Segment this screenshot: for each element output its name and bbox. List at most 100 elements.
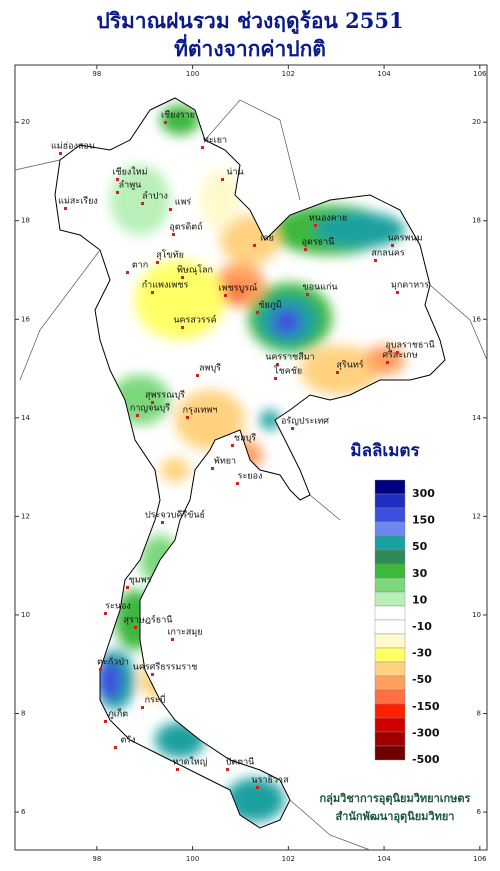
station-dot bbox=[224, 294, 227, 297]
province-label: นครสวรรค์ bbox=[173, 314, 216, 326]
neighbor-borders bbox=[14, 99, 488, 851]
province-label: ชัยภูมิ bbox=[258, 300, 281, 311]
title-line: ปริมาณฝนรวม ช่วงฤดูร้อน 2551 bbox=[96, 8, 403, 35]
station-dot bbox=[291, 427, 294, 430]
station-dot bbox=[201, 146, 204, 149]
station-dot bbox=[236, 482, 239, 485]
legend-title: มิลลิเมตร bbox=[350, 441, 420, 461]
province-label: นครศรีธรรมราช bbox=[133, 662, 198, 673]
x-tick-label: 102 bbox=[282, 855, 295, 863]
station-dot bbox=[116, 191, 119, 194]
station-dot bbox=[151, 673, 154, 676]
province-label: สุพรรณบุรี bbox=[145, 390, 185, 401]
province-label: สุราษฎร์ธานี bbox=[124, 614, 173, 626]
station-dot bbox=[196, 374, 199, 377]
province-label: แพร่ bbox=[175, 198, 192, 208]
legend-swatch bbox=[374, 535, 406, 551]
x-tick-label: 106 bbox=[473, 855, 487, 863]
station-dot bbox=[211, 467, 214, 470]
x-tick-label: 98 bbox=[92, 70, 101, 78]
province-label: ปัตตานี bbox=[226, 757, 255, 768]
province-label: เพชรบูรณ์ bbox=[219, 282, 258, 294]
province-label: เกาะสมุย bbox=[167, 628, 202, 638]
province-label: แม่ฮ่องสอน bbox=[51, 142, 95, 152]
y-tick-label: 16 bbox=[21, 315, 30, 323]
province-label: เชียงราย bbox=[161, 110, 195, 121]
station-dot bbox=[172, 233, 175, 236]
station-dot bbox=[126, 271, 129, 274]
station-dot bbox=[274, 377, 277, 380]
station-dot bbox=[104, 720, 107, 723]
province-label: ระยอง bbox=[238, 472, 263, 482]
province-label: ชุมพร bbox=[129, 576, 152, 586]
x-tick-label: 100 bbox=[186, 855, 199, 863]
y-tick-label: 14 bbox=[472, 414, 481, 422]
province-label: สกลนคร bbox=[371, 249, 405, 259]
y-tick-label: 12 bbox=[21, 512, 30, 520]
x-tick-label: 104 bbox=[377, 70, 391, 78]
legend-swatch bbox=[374, 647, 406, 663]
station-dot bbox=[226, 768, 229, 771]
legend-swatch bbox=[374, 689, 406, 705]
station-dot bbox=[396, 291, 399, 294]
province-label: นครพนม bbox=[387, 234, 422, 244]
station-dot bbox=[386, 361, 389, 364]
y-tick-label: 18 bbox=[21, 217, 30, 225]
legend-label: 50 bbox=[412, 540, 428, 553]
province-label: หาดใหญ่ bbox=[173, 757, 208, 768]
legend-swatch bbox=[374, 745, 406, 761]
legend-label: -150 bbox=[412, 700, 440, 713]
station-dot bbox=[156, 261, 159, 264]
station-dot bbox=[304, 248, 307, 251]
province-label: กำแพงเพชร bbox=[142, 280, 189, 291]
legend-swatch bbox=[374, 633, 406, 649]
station-dot bbox=[221, 178, 224, 181]
province-label: นราธิวาส bbox=[251, 775, 289, 786]
station-dot bbox=[59, 152, 62, 155]
province-label: ลำปาง bbox=[142, 191, 168, 202]
y-tick-label: 16 bbox=[472, 315, 481, 323]
province-label: นครราชสีมา bbox=[265, 352, 314, 363]
station-dot bbox=[161, 521, 164, 524]
y-tick-label: 20 bbox=[472, 118, 481, 126]
station-dot bbox=[374, 259, 377, 262]
province-label: พัทยา bbox=[214, 457, 236, 467]
y-tick-label: 20 bbox=[21, 118, 30, 126]
legend-swatch bbox=[374, 661, 406, 677]
y-tick-label: 10 bbox=[472, 611, 481, 619]
province-label: หนองคาย bbox=[309, 214, 347, 224]
station-dot bbox=[169, 208, 172, 211]
legend-label: 300 bbox=[412, 487, 435, 500]
title-line: ที่ต่างจากค่าปกติ bbox=[174, 33, 326, 61]
province-label: ชลบุรี bbox=[234, 433, 256, 444]
province-label: กาญจนบุรี bbox=[130, 403, 170, 414]
province-label: อรัญประเทศ bbox=[281, 417, 329, 427]
legend-swatch bbox=[374, 591, 406, 607]
station-dot bbox=[104, 612, 107, 615]
station-dot bbox=[141, 202, 144, 205]
station-dot bbox=[176, 768, 179, 771]
x-tick-label: 104 bbox=[377, 855, 391, 863]
station-dot bbox=[114, 746, 117, 749]
province-label: ลำพูน bbox=[119, 180, 142, 191]
station-dot bbox=[186, 416, 189, 419]
legend-swatch bbox=[374, 605, 406, 621]
station-dot bbox=[181, 326, 184, 329]
province-label: ตรัง bbox=[120, 736, 135, 746]
y-tick-label: 8 bbox=[477, 709, 481, 717]
x-tick-label: 98 bbox=[92, 855, 101, 863]
legend-label: -10 bbox=[412, 620, 432, 633]
station-dot bbox=[164, 121, 167, 124]
x-tick-label: 100 bbox=[186, 70, 199, 78]
legend-swatch bbox=[374, 731, 406, 747]
province-label: กรุงเทพฯ bbox=[183, 406, 218, 416]
credit: กลุ่มวิชาการอุตุนิยมวิทยาเกษตร bbox=[320, 792, 471, 806]
station-dot bbox=[151, 401, 154, 404]
legend-swatch bbox=[374, 479, 406, 495]
province-label: สุรินทร์ bbox=[336, 359, 363, 371]
legend-swatch bbox=[374, 717, 406, 733]
station-dot bbox=[171, 638, 174, 641]
station-dot bbox=[314, 224, 317, 227]
legend-label: -30 bbox=[412, 647, 432, 660]
